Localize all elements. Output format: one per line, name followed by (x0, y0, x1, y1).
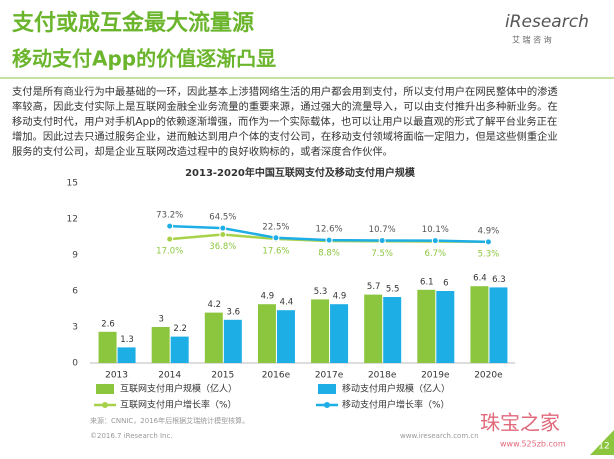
paragraph-line: 服务的支付公司，却是企业互联网改造过程中的良好收购标的，或者深度合作伙伴。 (12, 145, 393, 158)
bar (257, 304, 276, 363)
x-tick-label: 2015 (211, 371, 234, 381)
bar (417, 289, 436, 363)
legend-label: 移动支付用户增长率（%） (342, 399, 450, 411)
bar-label: 4.4 (280, 298, 294, 308)
x-tick-label: 2016e (262, 371, 291, 381)
bar (436, 291, 455, 363)
bar-label: 1.3 (120, 335, 134, 345)
growth-point (219, 231, 227, 239)
bar-label: 6.4 (473, 274, 487, 284)
legend-swatch (324, 402, 330, 408)
y-tick-label: 12 (67, 215, 78, 225)
paragraph: 支付是所有商业行为中最基础的一环，因此基本上涉猎网络生活的用户都会用到支付，所以… (12, 85, 558, 158)
bar-label: 6.3 (492, 275, 506, 285)
bar-label: 6 (443, 279, 448, 289)
paragraph-line: 率较高，因此支付实际上是互联网金融全业务流量的重要来源，通过强大的流量导入，可以… (12, 100, 558, 113)
bar (364, 294, 383, 363)
y-tick-label: 15 (67, 179, 78, 189)
growth-point (272, 234, 280, 242)
bar-label: 4.9 (261, 292, 275, 302)
x-tick-label: 2019e (421, 371, 450, 381)
growth-label: 8.8% (318, 248, 340, 258)
site: www.iresearch.com.cn (400, 432, 479, 440)
watermark-url: www.525zb.com (500, 440, 566, 449)
growth-label: 7.5% (371, 249, 393, 259)
growth-label: 6.7% (425, 249, 447, 259)
x-tick-label: 2014 (158, 371, 181, 381)
bar (170, 336, 189, 363)
bar (223, 319, 242, 363)
bar-label: 6.1 (420, 277, 434, 287)
bar (330, 304, 349, 363)
watermark: 珠宝之家 (480, 411, 560, 435)
growth-point (166, 235, 174, 243)
paragraph-line: 移动支付时代，用户对手机App的依赖逐渐增强，而作为一个实际载体，也可以让用户以… (12, 115, 557, 128)
source: 来源：CNNIC，2016年后根据艾瑞统计模型核算。 (90, 416, 249, 425)
growth-label: 4.9% (478, 226, 500, 236)
growth-point (166, 222, 174, 230)
bar-label: 5.5 (386, 285, 400, 295)
logo: iResearch (505, 12, 589, 32)
page-number: 12 (598, 442, 609, 452)
bar (383, 297, 402, 363)
legend-label: 移动支付用户规模（亿人） (342, 383, 450, 395)
bar (470, 286, 489, 363)
bar-label: 2.2 (173, 324, 187, 334)
bar-label: 4.9 (333, 292, 347, 302)
growth-label: 17.0% (156, 247, 183, 257)
bar (151, 327, 170, 363)
bar (204, 312, 223, 363)
growth-label: 36.8% (209, 242, 236, 252)
bar (489, 287, 508, 363)
growth-point (484, 238, 492, 246)
bar (311, 299, 330, 363)
bar (98, 331, 117, 363)
bar-label: 3.6 (227, 307, 241, 317)
growth-point (325, 236, 333, 244)
corner (590, 430, 614, 455)
legend-swatch (96, 384, 114, 394)
x-tick-label: 2018e (368, 371, 397, 381)
growth-label: 12.6% (316, 225, 343, 235)
y-tick-label: 6 (72, 287, 78, 297)
bar-label: 5.7 (367, 282, 381, 292)
bar (117, 347, 136, 363)
x-tick-label: 2013 (105, 371, 128, 381)
growth-label: 17.6% (262, 246, 289, 256)
plot: 0 3 6 9 12 15 2013 2014 2015 2016e 2017e 2018e 2019e… (67, 179, 515, 411)
paragraph-line: 增加。因此过去只通过服务企业，进而触达到用户个体的支付公司，在移动支付领域将面临… (12, 130, 558, 143)
growth-point (219, 224, 227, 232)
y-tick-label: 9 (72, 251, 78, 261)
legend-label: 互联网支付用户规模（亿人） (120, 383, 237, 395)
bar-label: 3 (158, 315, 163, 325)
growth-label: 10.7% (369, 225, 396, 235)
legend-label: 互联网支付用户增长率（%） (120, 399, 237, 411)
growth-label: 10.1% (422, 225, 449, 235)
growth-label: 22.5% (262, 222, 289, 232)
subtitle: 移动支付App的价值逐渐凸显 (12, 47, 276, 71)
logo-cn: 艾 瑞 咨 询 (512, 35, 552, 45)
legend-swatch (318, 384, 336, 394)
bar-label: 5.3 (314, 287, 328, 297)
paragraph-line: 支付是所有商业行为中最基础的一环，因此基本上涉猎网络生活的用户都会用到支付，所以… (12, 85, 558, 98)
y-tick-label: 3 (72, 323, 78, 333)
y-tick-label: 0 (72, 359, 78, 369)
growth-label: 64.5% (209, 213, 236, 223)
bar-label: 2.6 (101, 319, 115, 329)
copyright: ©2016.7 iResearch Inc. (90, 432, 173, 440)
growth-label: 5.3% (478, 249, 500, 259)
growth-point (431, 237, 439, 245)
legend-swatch (102, 402, 108, 408)
x-tick-label: 2017e (315, 371, 344, 381)
x-tick-label: 2020e (474, 371, 503, 381)
bar-label: 4.2 (208, 300, 222, 310)
growth-label: 73.2% (156, 211, 183, 221)
bar (276, 310, 295, 363)
growth-point (378, 237, 386, 245)
title: 支付或成互金最大流量源 (12, 10, 254, 36)
chart-title: 2013-2020年中国互联网支付及移动支付用户规模 (185, 166, 416, 179)
